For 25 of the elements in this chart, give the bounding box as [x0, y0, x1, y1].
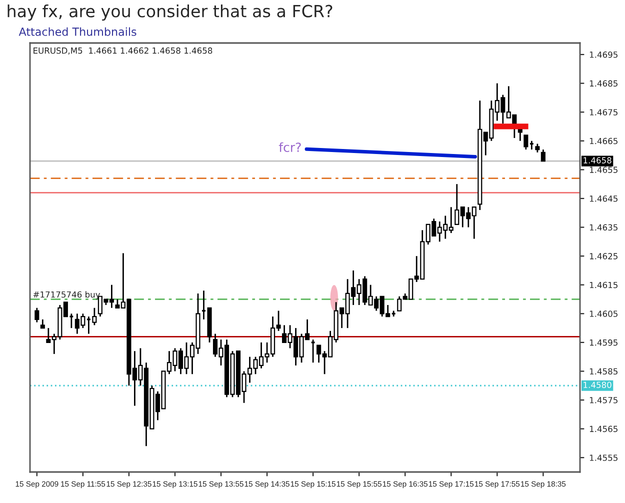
y-tick-label: 1.4625 — [590, 253, 618, 260]
y-tick-label: 1.4605 — [590, 310, 618, 317]
y-tick-label: 1.4665 — [590, 138, 618, 144]
candlestick — [540, 148, 546, 162]
ref-line-label: #17175746 buy — [33, 291, 100, 300]
annotation: EURUSD,M5 1.4661 1.4662 1.4658 1.4658 — [34, 47, 212, 55]
y-tick-label: 1.4675 — [590, 109, 618, 116]
y-tick-label: 1.4685 — [590, 80, 618, 87]
y-tick-label: 1.4595 — [590, 339, 618, 346]
annotation: fcr? — [278, 142, 301, 152]
y-tick-label: 1.4585 — [590, 368, 618, 375]
y-tick-label: 1.4655 — [590, 166, 618, 173]
chart-title: hay fx, are you consider that as a FCR? — [8, 4, 332, 21]
y-tick-label: 1.4565 — [590, 426, 618, 432]
y-tick-label: 1.4645 — [590, 195, 618, 202]
candlestick — [34, 307, 40, 323]
candlestick — [524, 134, 528, 150]
y-tick-label: 1.4615 — [590, 282, 618, 288]
y-tick-label: 1.4575 — [590, 397, 618, 404]
y-tick-label: 1.4555 — [590, 454, 618, 461]
ref-line-label: 1.4580 — [584, 382, 612, 388]
y-tick-label: 1.4635 — [590, 224, 618, 231]
ref-line-label: 1.4658 — [584, 157, 612, 164]
y-tick-label: 1.4695 — [590, 52, 618, 58]
chart-subtitle: Attached Thumbnails — [18, 27, 136, 36]
